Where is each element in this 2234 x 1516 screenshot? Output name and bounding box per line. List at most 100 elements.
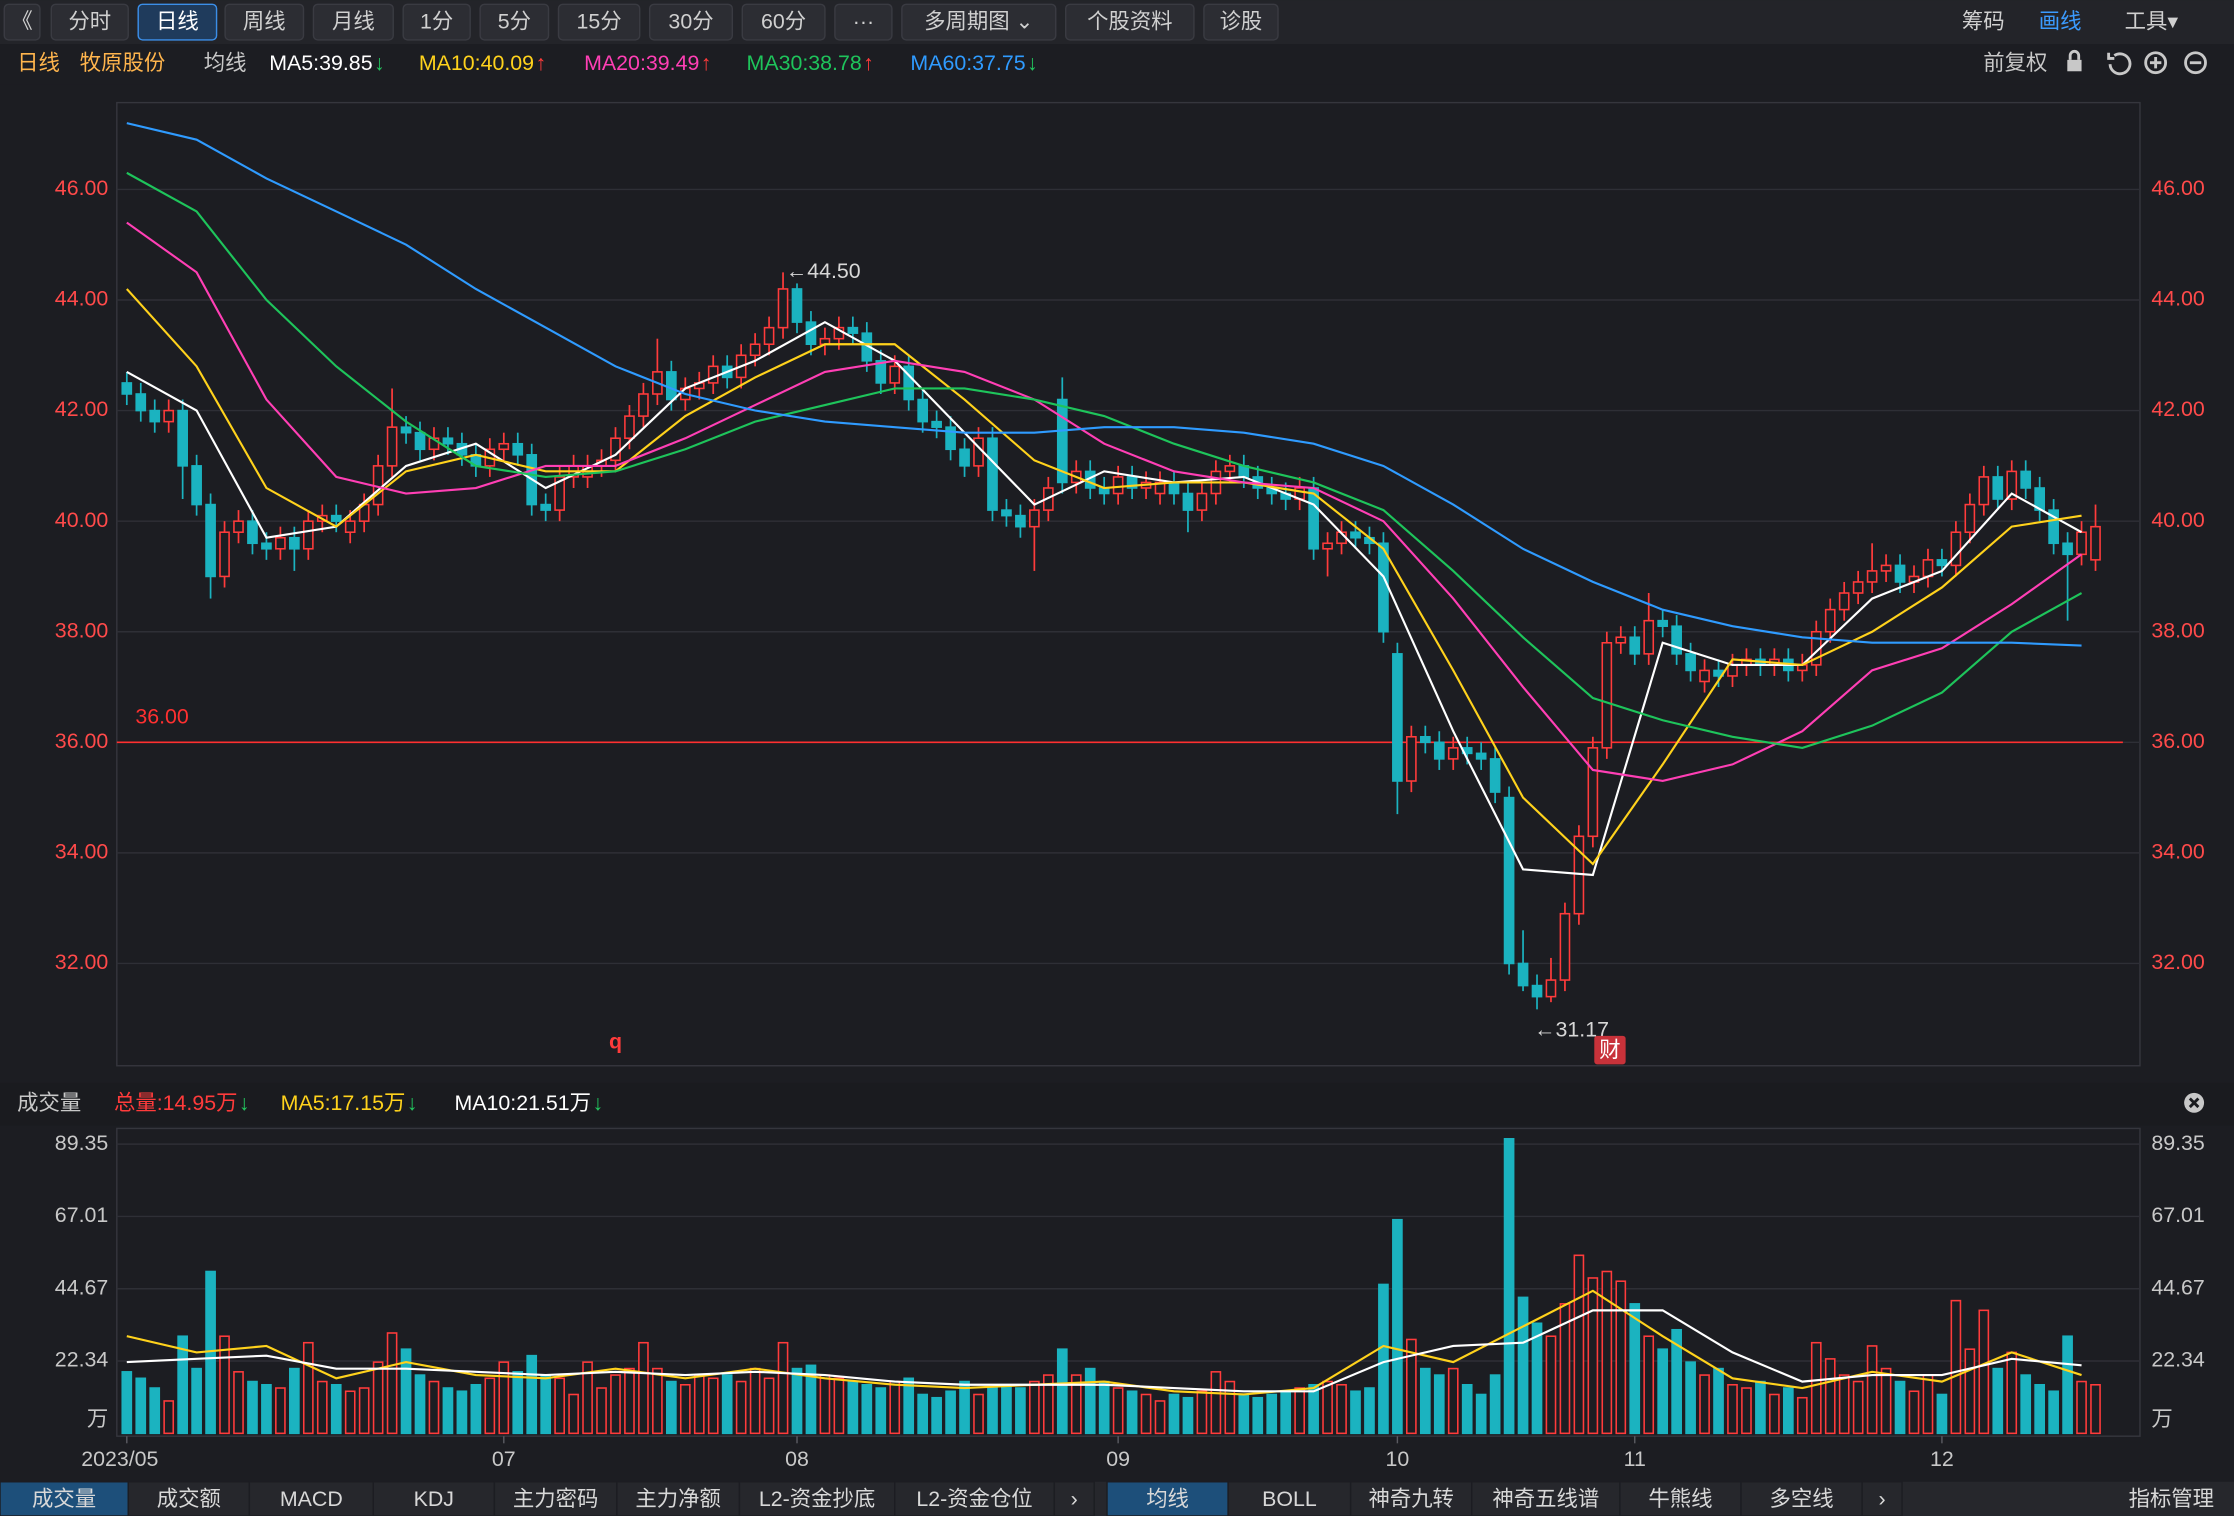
volume-bar — [247, 1380, 258, 1435]
badge[interactable]: 财 — [1599, 1038, 1620, 1062]
toolbar-button[interactable] — [50, 3, 129, 41]
tab[interactable] — [248, 1481, 374, 1516]
toolbar-button-label[interactable]: 《 — [11, 9, 32, 33]
toolbar-right[interactable]: 筹码 — [1962, 9, 2005, 33]
toolbar-button-label[interactable]: 周线 — [243, 9, 286, 33]
y2-tick-label: 40.00 — [2151, 508, 2205, 532]
tab-label[interactable]: › — [1879, 1487, 1886, 1511]
tab-manage[interactable]: 指标管理 — [2129, 1487, 2214, 1511]
tab-label[interactable]: BOLL — [1262, 1487, 1317, 1511]
candle-body — [261, 542, 272, 550]
tab-label[interactable]: KDJ — [414, 1487, 454, 1511]
volume-bar — [1406, 1338, 1417, 1435]
toolbar-button-label[interactable]: 60分 — [761, 9, 806, 33]
volume-bar — [1447, 1367, 1459, 1435]
tab[interactable] — [1471, 1481, 1621, 1516]
volume-bar — [400, 1348, 412, 1435]
tab-label[interactable]: MACD — [280, 1487, 343, 1511]
tab[interactable] — [1740, 1481, 1863, 1516]
candle-body — [1503, 796, 1515, 965]
candle-body — [1447, 747, 1459, 760]
toolbar-button[interactable] — [3, 3, 41, 41]
volume-bar — [1140, 1393, 1152, 1435]
volume-bar — [2076, 1380, 2087, 1435]
volume-bar — [526, 1354, 538, 1435]
tab-label[interactable]: 均线 — [1146, 1487, 1189, 1511]
tab-label[interactable]: 主力密码 — [513, 1487, 598, 1511]
price-frame — [116, 101, 2141, 1067]
toolbar-button[interactable] — [402, 3, 471, 41]
toolbar-button[interactable] — [1064, 3, 1195, 41]
tab-label[interactable]: › — [1071, 1487, 1078, 1511]
candle-body — [763, 326, 775, 346]
volume-bar — [1112, 1387, 1124, 1435]
volume-bar — [1545, 1335, 1557, 1435]
toolbar-button[interactable] — [312, 3, 394, 41]
candle-body — [1126, 476, 1138, 489]
stock-name: 牧原股份 — [80, 51, 165, 75]
toolbar-button-label[interactable]: 多周期图 ⌄ — [924, 9, 1033, 33]
candle-body — [1950, 531, 1962, 567]
toolbar-button-label[interactable]: 个股资料 — [1087, 9, 1172, 33]
tab[interactable] — [738, 1481, 896, 1516]
volume-bar — [540, 1374, 552, 1435]
tab-label[interactable]: 神奇五线谱 — [1492, 1487, 1599, 1511]
volume-bar — [1238, 1393, 1250, 1435]
candle-body — [1154, 481, 1166, 495]
adjust-label[interactable]: 前复权 — [1983, 51, 2047, 75]
candle-body — [498, 442, 510, 451]
tab[interactable] — [372, 1481, 496, 1516]
tab[interactable] — [1106, 1481, 1229, 1516]
tab[interactable] — [616, 1481, 741, 1516]
toolbar-button-label[interactable]: 1分 — [420, 9, 453, 33]
volume-bar — [1852, 1380, 1864, 1435]
tab[interactable] — [127, 1481, 251, 1516]
volume-bar — [1782, 1387, 1794, 1435]
toolbar-button-label[interactable]: ··· — [853, 9, 874, 33]
toolbar-button-label[interactable]: 分时 — [68, 9, 111, 33]
tab[interactable] — [1053, 1481, 1095, 1516]
tab-label[interactable]: L2-资金抄底 — [759, 1487, 875, 1511]
volume-bar — [191, 1367, 202, 1435]
tab-label[interactable]: 主力净额 — [635, 1487, 720, 1511]
toolbar-button-label[interactable]: 诊股 — [1220, 9, 1263, 33]
toolbar-button[interactable] — [1203, 3, 1279, 41]
toolbar-button[interactable] — [224, 3, 305, 41]
toolbar-button-label[interactable]: 日线 — [156, 9, 199, 33]
toolbar-button-label[interactable]: 30分 — [668, 9, 713, 33]
volume-bar — [679, 1383, 691, 1435]
legend-item: MA5:39.85 — [269, 51, 372, 75]
tab-label[interactable]: 神奇九转 — [1368, 1487, 1453, 1511]
tab-label[interactable]: 成交额 — [157, 1487, 221, 1511]
volume-bar — [2006, 1351, 2018, 1435]
candle-body — [1545, 979, 1557, 998]
toolbar-button[interactable] — [137, 3, 218, 41]
candle-body — [400, 426, 412, 434]
candle-body — [1936, 559, 1948, 567]
toolbar-button-label[interactable]: 5分 — [498, 9, 531, 33]
toolbar-button[interactable] — [901, 3, 1057, 41]
badge-bg[interactable] — [1594, 1035, 1626, 1065]
volume-bar — [1280, 1390, 1292, 1435]
tab-label[interactable]: 牛熊线 — [1648, 1487, 1712, 1511]
x-tick-label: 12 — [1930, 1447, 1954, 1471]
toolbar-button[interactable] — [834, 3, 893, 41]
toolbar-right[interactable]: 工具▾ — [2125, 9, 2179, 33]
volume-bar — [330, 1383, 342, 1435]
toolbar-right[interactable]: 画线 — [2039, 9, 2082, 33]
tab-label[interactable]: L2-资金仓位 — [916, 1487, 1032, 1511]
toolbar-button[interactable] — [479, 3, 550, 41]
volume-bar — [1042, 1374, 1054, 1435]
toolbar-icons[interactable] — [2067, 49, 2207, 1113]
tab-label[interactable]: 多空线 — [1770, 1487, 1834, 1511]
toolbar-button[interactable] — [741, 3, 826, 41]
volume-bar — [2048, 1390, 2059, 1435]
toolbar-button-label[interactable]: 15分 — [577, 9, 622, 33]
toolbar-button[interactable] — [557, 3, 641, 41]
volume-bar — [1029, 1380, 1040, 1435]
tab-label[interactable]: 成交量 — [32, 1487, 96, 1511]
toolbar-button-label[interactable]: 月线 — [332, 9, 375, 33]
toolbar-button[interactable] — [648, 3, 734, 41]
candle-body — [289, 536, 300, 550]
tab[interactable] — [1861, 1481, 1903, 1516]
